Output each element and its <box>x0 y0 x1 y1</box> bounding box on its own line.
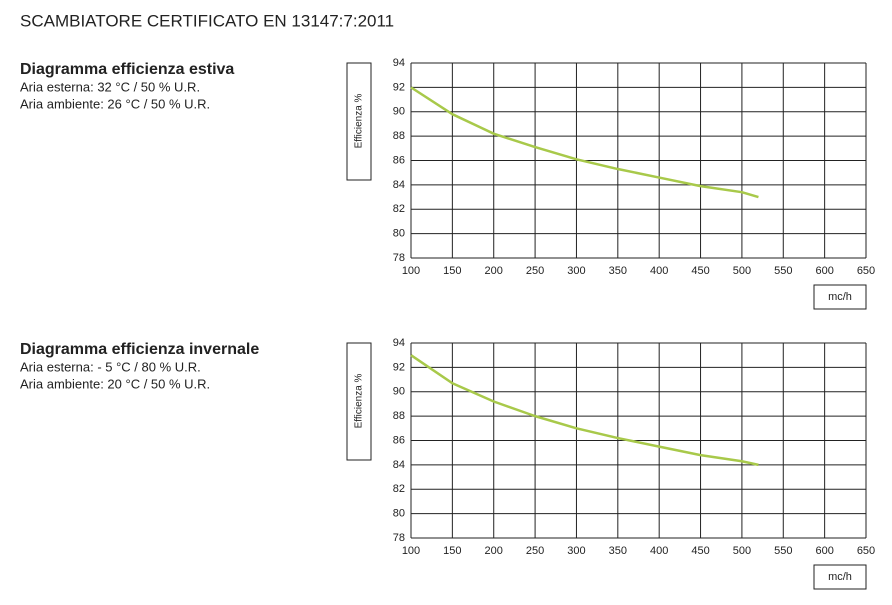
x-tick-label: 250 <box>526 545 544 557</box>
x-tick-label: 500 <box>733 265 751 277</box>
x-tick-label: 350 <box>609 545 627 557</box>
y-tick-label: 92 <box>393 361 405 373</box>
x-tick-label: 400 <box>650 545 668 557</box>
annotation: Aria esterna: - 5 °C / 80 % U.R. <box>20 359 201 374</box>
curve <box>410 354 759 467</box>
x-tick-label: 500 <box>733 545 751 557</box>
y-tick-label: 82 <box>393 203 405 215</box>
y-tick-label: 84 <box>393 179 405 191</box>
x-label-box <box>813 564 867 590</box>
y-label-box <box>346 342 372 461</box>
x-label: mc/h <box>828 571 852 583</box>
x-tick-label: 550 <box>774 545 792 557</box>
y-label-box <box>346 62 372 181</box>
x-tick-label: 100 <box>402 265 420 277</box>
x-tick-label: 550 <box>774 265 792 277</box>
x-tick-label: 100 <box>402 545 420 557</box>
x-tick-label: 650 <box>857 545 875 557</box>
y-tick-label: 80 <box>393 228 405 240</box>
y-tick-label: 86 <box>393 434 405 446</box>
x-tick-label: 150 <box>443 265 461 277</box>
annotation: Aria ambiente: 26 °C / 50 % U.R. <box>20 96 210 111</box>
annotation: Aria esterna: 32 °C / 50 % U.R. <box>20 79 200 94</box>
x-tick-label: 650 <box>857 265 875 277</box>
x-tick-label: 250 <box>526 265 544 277</box>
curve <box>410 86 759 199</box>
y-tick-label: 88 <box>393 410 405 422</box>
y-tick-label: 82 <box>393 483 405 495</box>
y-tick-label: 78 <box>393 532 405 544</box>
y-tick-label: 86 <box>393 154 405 166</box>
annotation: Aria ambiente: 20 °C / 50 % U.R. <box>20 376 210 391</box>
x-tick-label: 450 <box>691 265 709 277</box>
x-tick-label: 300 <box>567 265 585 277</box>
x-tick-label: 150 <box>443 545 461 557</box>
y-tick-label: 80 <box>393 508 405 520</box>
chart-title: Diagramma efficienza invernale <box>20 341 259 358</box>
x-tick-label: 400 <box>650 265 668 277</box>
x-label: mc/h <box>828 291 852 303</box>
x-tick-label: 200 <box>485 545 503 557</box>
x-tick-label: 600 <box>815 265 833 277</box>
y-tick-label: 94 <box>393 337 405 349</box>
y-tick-label: 84 <box>393 459 405 471</box>
y-label: Efficienza % <box>354 373 365 428</box>
page-title: SCAMBIATORE CERTIFICATO EN 13147:7:2011 <box>20 11 394 30</box>
y-tick-label: 78 <box>393 252 405 264</box>
y-tick-label: 88 <box>393 130 405 142</box>
y-tick-label: 90 <box>393 106 405 118</box>
x-label-box <box>813 284 867 310</box>
x-tick-label: 200 <box>485 265 503 277</box>
x-tick-label: 300 <box>567 545 585 557</box>
x-tick-label: 600 <box>815 545 833 557</box>
y-label: Efficienza % <box>354 93 365 148</box>
y-tick-label: 94 <box>393 57 405 69</box>
x-tick-label: 350 <box>609 265 627 277</box>
y-tick-label: 92 <box>393 81 405 93</box>
chart-title: Diagramma efficienza estiva <box>20 61 234 78</box>
x-tick-label: 450 <box>691 545 709 557</box>
y-tick-label: 90 <box>393 386 405 398</box>
